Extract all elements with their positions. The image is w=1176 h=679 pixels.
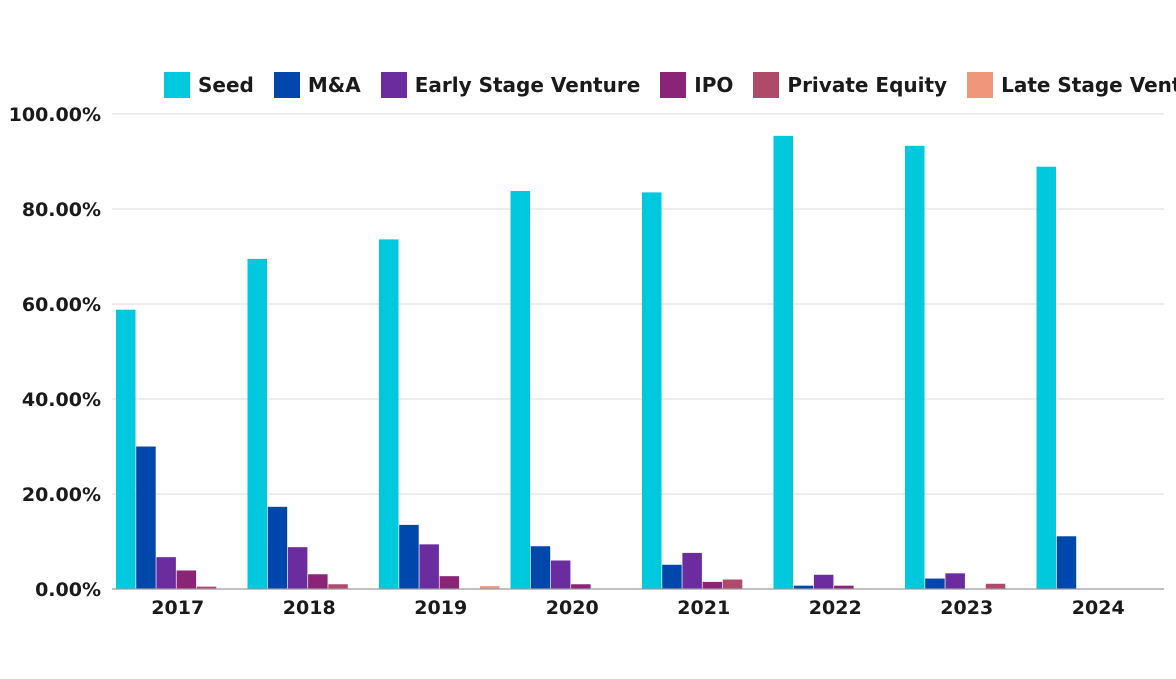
legend-swatch-early-stage-venture xyxy=(380,72,407,98)
legend-label: Seed xyxy=(198,73,254,97)
bars xyxy=(116,135,1077,589)
bar-m-a-2018 xyxy=(267,506,288,589)
bar-seed-2023 xyxy=(905,145,925,589)
bar-ipo-2022 xyxy=(834,585,854,589)
bar-ipo-2019 xyxy=(439,576,460,589)
bar-early-stage-venture-2017 xyxy=(156,557,176,589)
bar-ipo-2021 xyxy=(702,581,723,589)
legend: Seed M&A Early Stage Venture IPO Private… xyxy=(164,72,1176,98)
legend-label: Late Stage Venture xyxy=(1001,73,1176,97)
x-tick-label: 2019 xyxy=(414,597,467,619)
legend-item-early-stage-venture: Early Stage Venture xyxy=(380,72,641,98)
bar-private-equity-2021 xyxy=(722,579,743,589)
bar-seed-2018 xyxy=(247,258,267,589)
y-tick-label: 0.00% xyxy=(35,579,101,601)
bar-early-stage-venture-2018 xyxy=(287,547,308,589)
bar-m-a-2024 xyxy=(1056,536,1077,589)
legend-label: IPO xyxy=(694,73,734,97)
bar-m-a-2023 xyxy=(925,578,945,589)
bar-seed-2019 xyxy=(379,239,399,589)
legend-swatch-ma xyxy=(273,72,300,98)
legend-item-seed: Seed xyxy=(164,72,254,98)
x-tick-label: 2023 xyxy=(940,597,993,619)
y-tick-label: 60.00% xyxy=(22,294,101,316)
legend-swatch-ipo xyxy=(660,72,687,98)
bar-early-stage-venture-2021 xyxy=(682,552,702,589)
x-tick-label: 2018 xyxy=(283,597,336,619)
bar-ipo-2017 xyxy=(176,570,197,589)
bar-private-equity-2017 xyxy=(196,586,217,589)
legend-swatch-private-equity xyxy=(753,72,780,98)
legend-swatch-late-stage-venture xyxy=(967,72,994,98)
legend-label: M&A xyxy=(307,73,361,97)
bar-seed-2022 xyxy=(773,135,793,589)
bar-early-stage-venture-2020 xyxy=(550,560,571,589)
x-tick-label: 2017 xyxy=(151,597,204,619)
legend-swatch-seed xyxy=(164,72,190,98)
gridlines xyxy=(112,113,1164,495)
bar-m-a-2019 xyxy=(399,524,419,589)
bar-seed-2021 xyxy=(642,192,662,589)
bar-ipo-2020 xyxy=(571,584,591,589)
y-tick-label: 20.00% xyxy=(22,484,101,506)
bar-ipo-2018 xyxy=(308,574,328,589)
bar-private-equity-2023 xyxy=(985,583,1006,589)
legend-label: Early Stage Venture xyxy=(414,73,641,97)
y-tick-label: 40.00% xyxy=(22,389,101,411)
legend-item-ma: M&A xyxy=(273,72,361,98)
legend-item-ipo: IPO xyxy=(660,72,733,98)
legend-item-late-stage-venture: Late Stage Venture xyxy=(967,72,1176,98)
bar-private-equity-2018 xyxy=(328,584,348,589)
y-tick-label: 100.00% xyxy=(9,104,101,126)
x-tick-label: 2020 xyxy=(546,597,599,619)
bar-early-stage-venture-2022 xyxy=(813,574,834,589)
x-tick-label: 2022 xyxy=(809,597,862,619)
legend-label: Private Equity xyxy=(787,73,948,97)
x-tick-label: 2024 xyxy=(1072,597,1125,619)
bar-late-stage-venture-2019 xyxy=(480,586,500,589)
axes: 0.00% 20.00% 40.00% 60.00% 80.00% 100.00% 2017… xyxy=(9,104,1164,619)
bar-seed-2017 xyxy=(116,309,136,589)
legend-item-private-equity: Private Equity xyxy=(753,72,947,98)
bar-early-stage-venture-2023 xyxy=(945,573,965,589)
bar-seed-2024 xyxy=(1036,166,1056,589)
bar-seed-2020 xyxy=(510,190,530,589)
x-tick-label: 2021 xyxy=(677,597,730,619)
bar-early-stage-venture-2019 xyxy=(419,544,439,589)
bar-m-a-2022 xyxy=(793,585,814,589)
bar-m-a-2020 xyxy=(530,546,551,589)
y-tick-label: 80.00% xyxy=(22,199,101,221)
bar-m-a-2021 xyxy=(662,564,682,589)
bar-m-a-2017 xyxy=(136,446,156,589)
